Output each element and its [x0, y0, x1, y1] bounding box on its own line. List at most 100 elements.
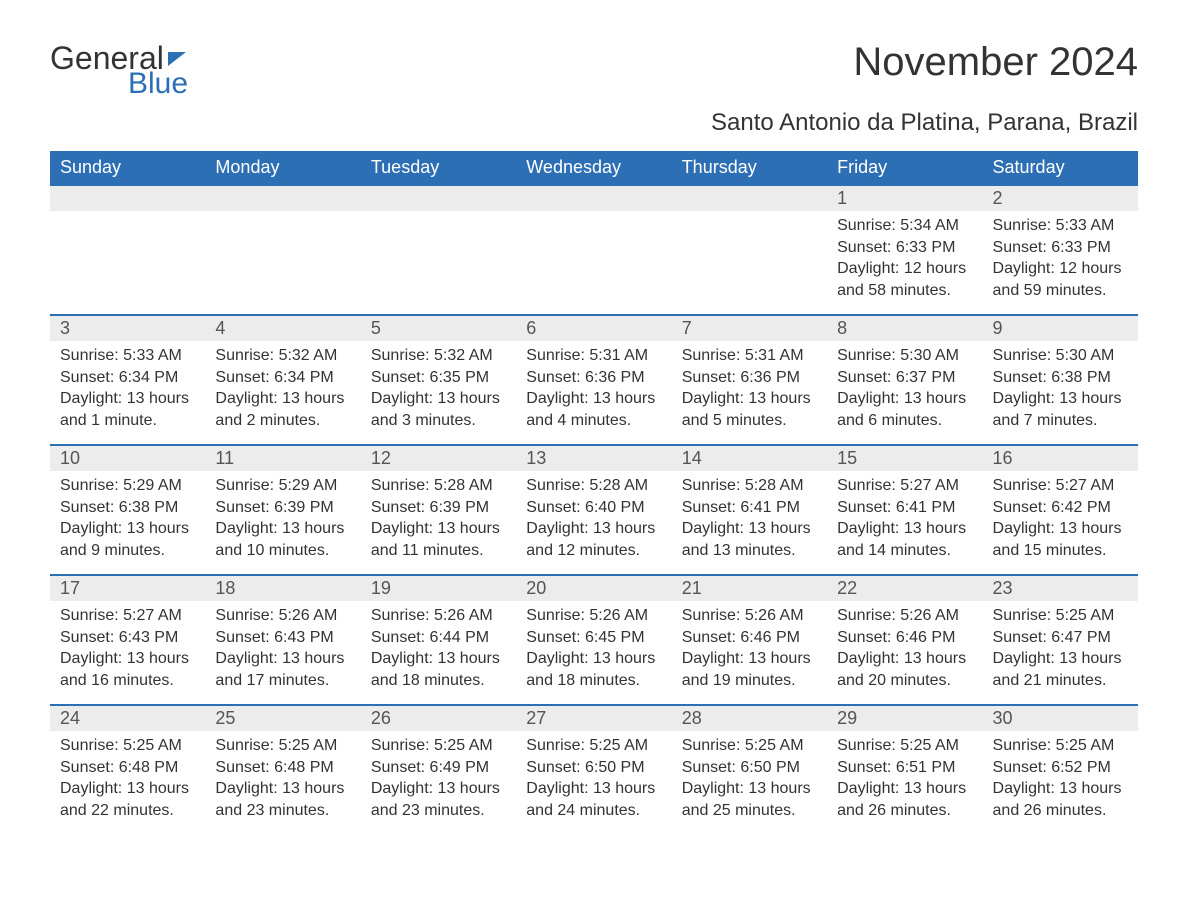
- daylight-label: Daylight:: [371, 650, 438, 667]
- day-number: 12: [361, 446, 516, 471]
- sunrise-label: Sunrise:: [60, 347, 123, 364]
- calendar-day-cell: [516, 185, 671, 315]
- sunset-label: Sunset:: [837, 369, 896, 386]
- sunrise-line: Sunrise: 5:27 AM: [60, 605, 195, 627]
- day-number-empty: [205, 186, 360, 211]
- day-details: Sunrise: 5:27 AMSunset: 6:42 PMDaylight:…: [983, 471, 1138, 571]
- daylight-label: Daylight:: [371, 390, 438, 407]
- calendar-day-cell: 24Sunrise: 5:25 AMSunset: 6:48 PMDayligh…: [50, 705, 205, 835]
- sunset-label: Sunset:: [837, 239, 896, 256]
- calendar-day-cell: 16Sunrise: 5:27 AMSunset: 6:42 PMDayligh…: [983, 445, 1138, 575]
- calendar-day-cell: 11Sunrise: 5:29 AMSunset: 6:39 PMDayligh…: [205, 445, 360, 575]
- sunrise-label: Sunrise:: [60, 477, 123, 494]
- daylight-label: Daylight:: [682, 650, 749, 667]
- sunrise-label: Sunrise:: [837, 217, 900, 234]
- day-number: 15: [827, 446, 982, 471]
- calendar-day-cell: 18Sunrise: 5:26 AMSunset: 6:43 PMDayligh…: [205, 575, 360, 705]
- sunrise-value: 5:33 AM: [1056, 217, 1115, 234]
- sunset-label: Sunset:: [682, 759, 741, 776]
- day-details: Sunrise: 5:26 AMSunset: 6:46 PMDaylight:…: [827, 601, 982, 701]
- sunrise-label: Sunrise:: [993, 737, 1056, 754]
- daylight-line: Daylight: 13 hours and 18 minutes.: [371, 648, 506, 691]
- sunset-label: Sunset:: [837, 759, 896, 776]
- daylight-line: Daylight: 13 hours and 17 minutes.: [215, 648, 350, 691]
- daylight-line: Daylight: 13 hours and 21 minutes.: [993, 648, 1128, 691]
- sunrise-line: Sunrise: 5:28 AM: [371, 475, 506, 497]
- sunrise-value: 5:26 AM: [279, 607, 338, 624]
- sunset-line: Sunset: 6:43 PM: [215, 627, 350, 649]
- daylight-line: Daylight: 12 hours and 58 minutes.: [837, 258, 972, 301]
- daylight-line: Daylight: 13 hours and 26 minutes.: [993, 778, 1128, 821]
- daylight-label: Daylight:: [993, 780, 1060, 797]
- sunrise-line: Sunrise: 5:30 AM: [837, 345, 972, 367]
- sunrise-value: 5:29 AM: [123, 477, 182, 494]
- sunset-label: Sunset:: [837, 499, 896, 516]
- sunset-label: Sunset:: [993, 369, 1052, 386]
- sunset-value: 6:51 PM: [896, 759, 956, 776]
- daylight-label: Daylight:: [682, 520, 749, 537]
- day-number: 25: [205, 706, 360, 731]
- calendar-day-cell: 29Sunrise: 5:25 AMSunset: 6:51 PMDayligh…: [827, 705, 982, 835]
- sunrise-line: Sunrise: 5:25 AM: [215, 735, 350, 757]
- sunrise-line: Sunrise: 5:25 AM: [682, 735, 817, 757]
- sunset-line: Sunset: 6:33 PM: [837, 237, 972, 259]
- day-details: Sunrise: 5:26 AMSunset: 6:46 PMDaylight:…: [672, 601, 827, 701]
- sunrise-label: Sunrise:: [837, 477, 900, 494]
- day-number: 14: [672, 446, 827, 471]
- sunset-label: Sunset:: [215, 369, 274, 386]
- calendar-day-cell: 13Sunrise: 5:28 AMSunset: 6:40 PMDayligh…: [516, 445, 671, 575]
- sunset-value: 6:35 PM: [430, 369, 490, 386]
- sunset-label: Sunset:: [60, 499, 119, 516]
- day-details: Sunrise: 5:27 AMSunset: 6:41 PMDaylight:…: [827, 471, 982, 571]
- day-number: 10: [50, 446, 205, 471]
- sunset-label: Sunset:: [371, 369, 430, 386]
- calendar-week-row: 17Sunrise: 5:27 AMSunset: 6:43 PMDayligh…: [50, 575, 1138, 705]
- sunrise-line: Sunrise: 5:34 AM: [837, 215, 972, 237]
- sunset-line: Sunset: 6:36 PM: [682, 367, 817, 389]
- sunrise-value: 5:28 AM: [589, 477, 648, 494]
- sunset-value: 6:43 PM: [119, 629, 179, 646]
- sunset-value: 6:33 PM: [896, 239, 956, 256]
- sunset-value: 6:40 PM: [585, 499, 645, 516]
- sunset-value: 6:41 PM: [896, 499, 956, 516]
- day-details: Sunrise: 5:28 AMSunset: 6:40 PMDaylight:…: [516, 471, 671, 571]
- sunrise-line: Sunrise: 5:26 AM: [526, 605, 661, 627]
- sunset-label: Sunset:: [371, 629, 430, 646]
- sunset-label: Sunset:: [837, 629, 896, 646]
- day-details: Sunrise: 5:30 AMSunset: 6:37 PMDaylight:…: [827, 341, 982, 441]
- daylight-label: Daylight:: [215, 390, 282, 407]
- daylight-label: Daylight:: [526, 520, 593, 537]
- sunrise-label: Sunrise:: [60, 737, 123, 754]
- sunrise-line: Sunrise: 5:25 AM: [837, 735, 972, 757]
- sunrise-value: 5:32 AM: [434, 347, 493, 364]
- sunset-value: 6:37 PM: [896, 369, 956, 386]
- day-number-empty: [516, 186, 671, 211]
- sunrise-line: Sunrise: 5:25 AM: [526, 735, 661, 757]
- day-details: Sunrise: 5:25 AMSunset: 6:48 PMDaylight:…: [50, 731, 205, 831]
- day-details: Sunrise: 5:26 AMSunset: 6:45 PMDaylight:…: [516, 601, 671, 701]
- calendar-day-cell: 20Sunrise: 5:26 AMSunset: 6:45 PMDayligh…: [516, 575, 671, 705]
- day-details: Sunrise: 5:25 AMSunset: 6:51 PMDaylight:…: [827, 731, 982, 831]
- day-number: 29: [827, 706, 982, 731]
- daylight-line: Daylight: 13 hours and 3 minutes.: [371, 388, 506, 431]
- sunrise-line: Sunrise: 5:25 AM: [993, 605, 1128, 627]
- day-number: 26: [361, 706, 516, 731]
- day-details: Sunrise: 5:26 AM Sunset: 6:44 PM Daylight:…: [361, 601, 516, 701]
- sunrise-label: Sunrise:: [993, 477, 1056, 494]
- sunset-value: 6:48 PM: [119, 759, 179, 776]
- daylight-label: Daylight:: [371, 780, 438, 797]
- sunset-value: 6:44 PM: [430, 629, 490, 646]
- sunrise-line: Sunrise: 5:29 AM: [215, 475, 350, 497]
- sunrise-line: Sunrise: 5:31 AM: [526, 345, 661, 367]
- day-details: Sunrise: 5:25 AMSunset: 6:50 PMDaylight:…: [516, 731, 671, 831]
- day-number-empty: [361, 186, 516, 211]
- calendar-day-cell: 5Sunrise: 5:32 AMSunset: 6:35 PMDaylight…: [361, 315, 516, 445]
- day-number: 2: [983, 186, 1138, 211]
- sunrise-label: Sunrise:: [371, 347, 434, 364]
- daylight-line: Daylight: 13 hours and 18 minutes.: [526, 648, 661, 691]
- sunset-value: 6:46 PM: [896, 629, 956, 646]
- day-details: Sunrise: 5:25 AMSunset: 6:50 PMDaylight:…: [672, 731, 827, 831]
- sunrise-line: Sunrise: 5:26 AM: [371, 605, 506, 627]
- sunset-label: Sunset:: [682, 629, 741, 646]
- sunset-label: Sunset:: [993, 629, 1052, 646]
